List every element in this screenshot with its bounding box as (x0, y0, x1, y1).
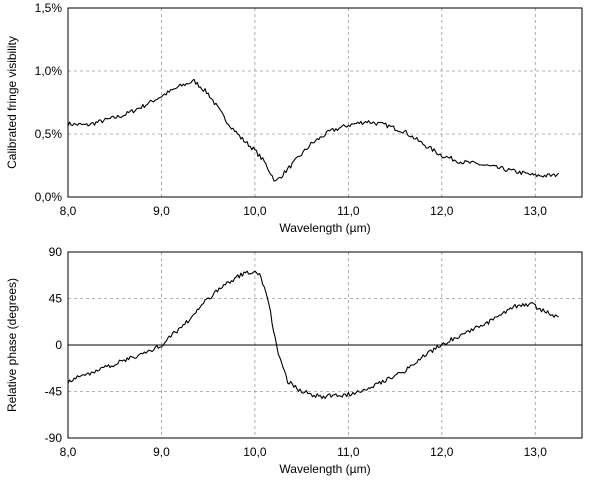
x-tick-label: 10,0 (243, 204, 267, 218)
x-tick-label: 8,0 (60, 204, 77, 218)
phase-x-axis-label: Wavelength (µm) (279, 462, 370, 476)
y-tick-label: 0,5% (35, 127, 63, 141)
visibility-y-axis-label: Calibrated fringe visibility (5, 36, 19, 169)
y-tick-label: 0 (55, 338, 62, 352)
visibility-series-line (67, 78, 560, 182)
x-tick-label: 9,0 (153, 445, 170, 459)
x-tick-label: 13,0 (524, 204, 548, 218)
y-tick-label: 45 (49, 292, 63, 306)
x-tick-label: 11,0 (337, 204, 360, 218)
x-tick-label: 11,0 (337, 445, 360, 459)
visibility-grid (68, 8, 582, 197)
y-tick-label: 0,0% (35, 190, 63, 204)
x-tick-label: 12,0 (430, 445, 454, 459)
x-tick-label: 10,0 (243, 445, 267, 459)
x-tick-label: 9,0 (153, 204, 170, 218)
visibility-x-ticks: 8,0 9,0 10,0 11,0 12,0 13,0 (60, 204, 548, 218)
phase-y-axis-label: Relative phase (degrees) (5, 278, 19, 412)
visibility-chart: 0,0%0,5%1,0%1,5% 8,0 9,0 10,0 11,0 12,0 13,0 … (5, 1, 583, 235)
visibility-plot-frame (67, 7, 583, 198)
y-tick-label: -90 (45, 431, 63, 445)
phase-plot-frame (67, 251, 583, 439)
y-tick-label: 1,5% (35, 1, 63, 15)
y-tick-label: 1,0% (35, 64, 63, 78)
x-tick-label: 8,0 (60, 445, 77, 459)
phase-x-ticks: 8,0 9,0 10,0 11,0 12,0 13,0 (60, 445, 548, 459)
phase-y-ticks: -90 -45 0 45 90 (45, 245, 63, 445)
phase-series-line (67, 270, 559, 400)
phase-chart: -90 -45 0 45 90 8,0 9,0 10,0 11,0 12,0 13,0 Wavel… (5, 245, 583, 476)
visibility-x-axis-label: Wavelength (µm) (279, 221, 370, 235)
x-tick-label: 12,0 (430, 204, 454, 218)
y-tick-label: -45 (45, 385, 63, 399)
visibility-y-ticks: 0,0% 0,5% 1,0% 1,5% (35, 1, 63, 204)
y-tick-label: 90 (49, 245, 63, 259)
x-tick-label: 13,0 (524, 445, 548, 459)
